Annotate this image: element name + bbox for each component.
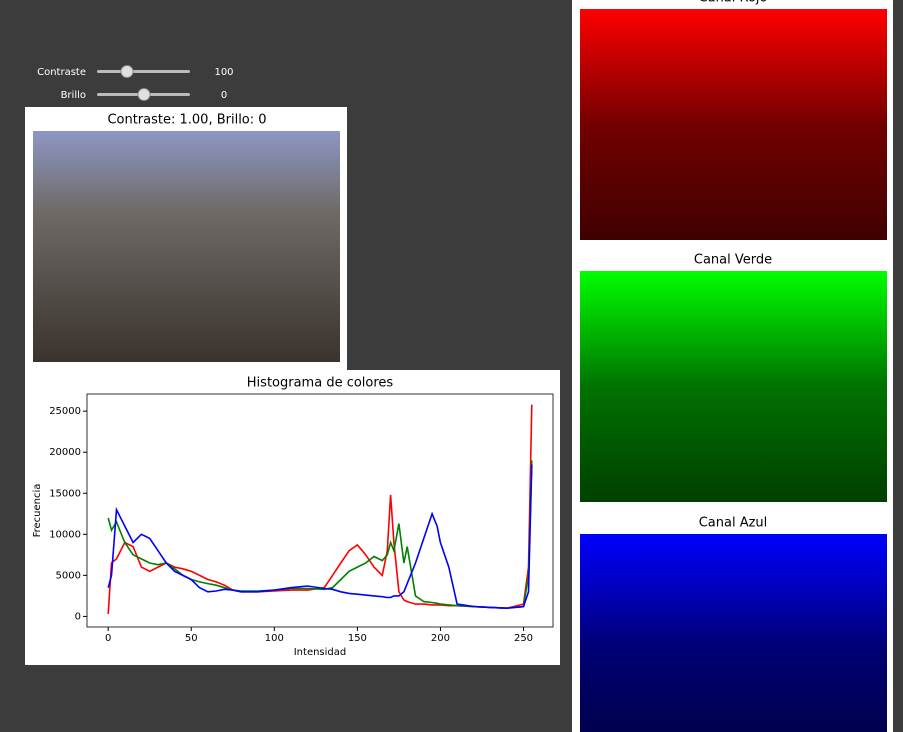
x-tick-label: 150 bbox=[348, 633, 367, 644]
slider-value: 0 bbox=[221, 90, 227, 101]
y-tick-label: 5000 bbox=[56, 570, 81, 581]
preview-image bbox=[33, 131, 340, 362]
x-tick-label: 200 bbox=[431, 633, 450, 644]
chart-title: Histograma de colores bbox=[247, 376, 394, 391]
y-tick-label: 10000 bbox=[49, 529, 81, 540]
slider-thumb[interactable] bbox=[137, 88, 151, 101]
y-tick-label: 15000 bbox=[49, 488, 81, 499]
slider-thumb[interactable] bbox=[120, 65, 134, 78]
y-tick-label: 20000 bbox=[49, 447, 81, 458]
y-tick-label: 25000 bbox=[49, 406, 81, 417]
histogram-panel bbox=[25, 370, 560, 665]
channels: Canal Rojo Canal Verde Canal Azul bbox=[580, 0, 887, 732]
channel-title: Canal Azul bbox=[699, 516, 768, 531]
channel-title: Canal Verde bbox=[694, 253, 772, 268]
x-tick-label: 50 bbox=[185, 633, 198, 644]
y-axis-label: Frecuencia bbox=[32, 484, 43, 538]
channel-image bbox=[580, 271, 887, 502]
channel-image bbox=[580, 534, 887, 732]
histogram-line bbox=[107, 464, 533, 610]
x-tick-label: 250 bbox=[514, 633, 533, 644]
channel-image bbox=[580, 9, 887, 240]
slider-label: Brillo bbox=[61, 90, 86, 101]
channel-title: Canal Rojo bbox=[699, 0, 768, 6]
x-tick-label: 100 bbox=[265, 633, 284, 644]
y-tick-label: 0 bbox=[75, 611, 81, 622]
slider-label: Contraste bbox=[37, 67, 86, 78]
plot-frame bbox=[86, 393, 554, 628]
preview-title: Contraste: 1.00, Brillo: 0 bbox=[107, 113, 266, 128]
slider-track[interactable] bbox=[97, 70, 190, 73]
slider-value: 100 bbox=[214, 67, 233, 78]
x-axis-label: Intensidad bbox=[294, 647, 347, 658]
x-tick-label: 0 bbox=[105, 633, 111, 644]
histogram: Histograma de colores Intensidad Frecuenci… bbox=[32, 376, 554, 658]
